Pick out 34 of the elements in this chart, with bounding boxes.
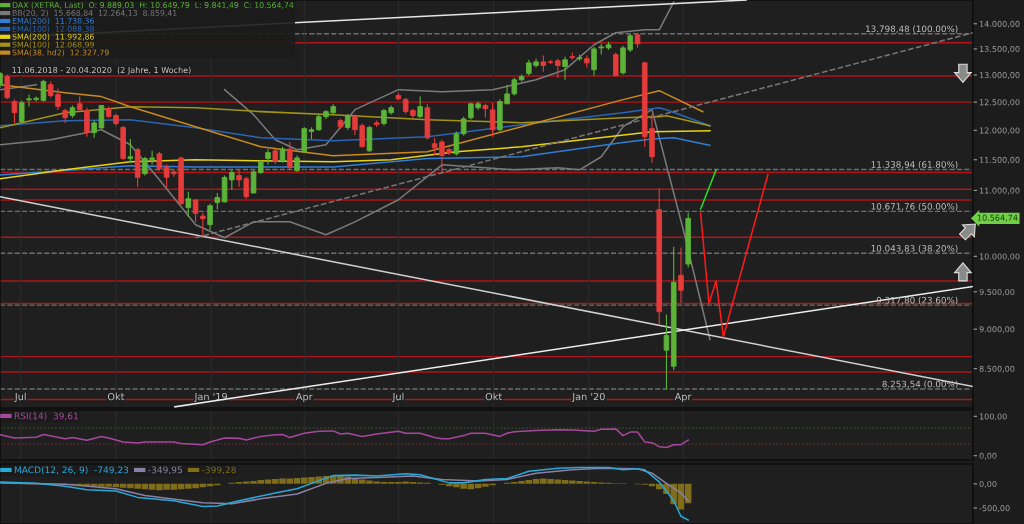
y-tick-label: 14.000,00 xyxy=(979,20,1020,28)
y-tick-label: 11.000,00 xyxy=(979,187,1020,195)
x-tick-label: Okt xyxy=(485,392,502,401)
legend-label: -349,95 xyxy=(148,466,182,475)
y-tick-label: 100,00 xyxy=(979,413,1007,421)
legend-label: MACD(12, 26, 9) -749,23 xyxy=(14,466,129,475)
y-tick-label: 9.500,00 xyxy=(979,288,1015,296)
annotation: 11.06.2018 - 20.04.2020 (2 Jahre, 1 Woche) xyxy=(12,66,191,75)
y-tick-label: 11.500,00 xyxy=(979,156,1020,164)
y-tick-label: 12.500,00 xyxy=(979,99,1020,107)
legend-label: RSI(14) 39,61 xyxy=(14,412,78,421)
y-tick-label: -500,00 xyxy=(979,505,1010,513)
x-tick-label: Jul xyxy=(392,392,404,403)
y-tick-label: 13.500,00 xyxy=(979,46,1020,53)
y-tick-label: 12.000,00 xyxy=(979,127,1020,135)
ref-line-label: 11.338,94 (61.80%) xyxy=(871,161,958,169)
ref-line-label: 10.671,76 (50.00%) xyxy=(871,202,958,211)
ref-line-label: 8.253,54 (0.00%) xyxy=(882,380,958,389)
x-tick-label: Jan '20 xyxy=(571,392,605,403)
ref-line-label: 10.043,83 (38.20%) xyxy=(871,244,958,253)
x-tick-label: Apr xyxy=(674,393,692,403)
legend-label: -399,28 xyxy=(202,466,236,475)
y-tick-label: 10.000,00 xyxy=(979,253,1020,261)
y-tick-label: 8.500,00 xyxy=(979,365,1015,373)
x-tick-label: Okt xyxy=(107,392,125,401)
y-tick-label: 0,00 xyxy=(979,452,997,460)
y-tick-label: 0,00 xyxy=(979,480,997,488)
x-tick-label: Jul xyxy=(14,392,26,403)
x-tick-label: Apr xyxy=(295,393,313,403)
ref-line-label: 13.798,48 (100.00%) xyxy=(866,25,958,34)
text: 10.564,74 xyxy=(977,214,1018,222)
y-tick-label: 9.000,00 xyxy=(979,326,1015,334)
ref-line-label: 9.317,80 (23.60%) xyxy=(876,296,958,305)
y-tick-label: 13.000,00 xyxy=(979,72,1020,79)
